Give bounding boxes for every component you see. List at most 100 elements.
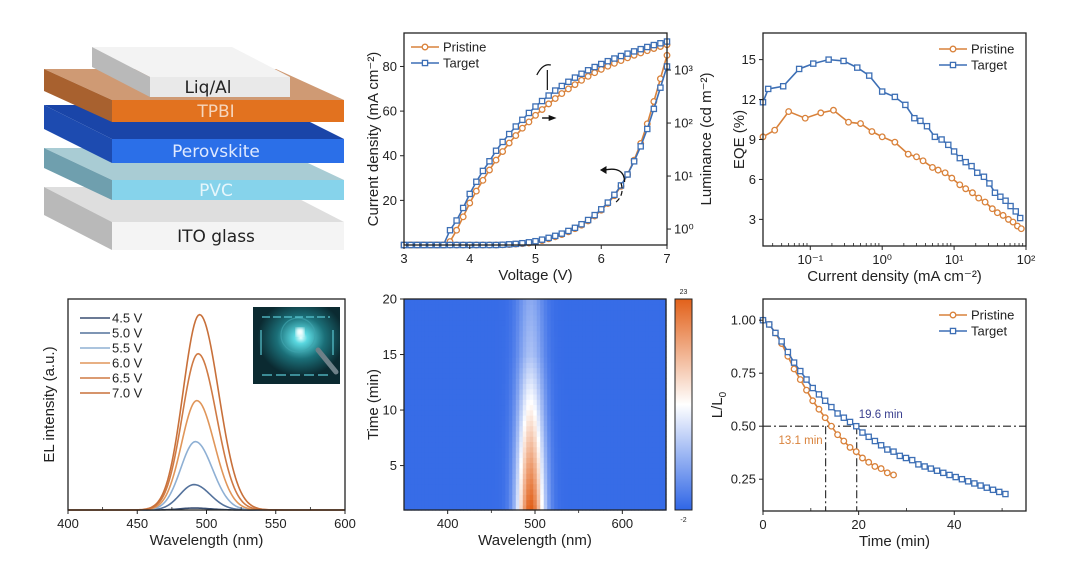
heatmap-cell bbox=[519, 504, 524, 511]
heatmap-cell bbox=[449, 436, 454, 443]
heatmap-cell bbox=[638, 409, 643, 416]
heatmap-cell bbox=[529, 330, 534, 337]
heatmap-cell bbox=[575, 425, 580, 432]
heatmap-cell bbox=[459, 478, 464, 485]
heatmap-cell bbox=[459, 357, 464, 363]
heatmap-cell bbox=[515, 383, 520, 390]
heatmap-cell bbox=[428, 346, 433, 353]
layer-front-face bbox=[112, 180, 344, 200]
heatmap-cell bbox=[431, 483, 437, 490]
heatmap-cell bbox=[568, 425, 573, 432]
data-point bbox=[1012, 208, 1019, 215]
heatmap-cell bbox=[550, 372, 555, 379]
heatmap-cell bbox=[463, 357, 468, 363]
heatmap-cell bbox=[638, 504, 643, 511]
heatmap-cell bbox=[543, 314, 548, 321]
heatmap-cell bbox=[498, 446, 503, 453]
heatmap-cell bbox=[473, 436, 478, 443]
heatmap-cell bbox=[477, 436, 482, 443]
heatmap-cell bbox=[452, 404, 457, 411]
heatmap-cell bbox=[561, 362, 566, 369]
heatmap-cell bbox=[554, 309, 559, 316]
heatmap-cell bbox=[456, 393, 461, 400]
heatmap-cell bbox=[421, 425, 426, 432]
heatmap-cell bbox=[578, 325, 583, 332]
heatmap-cell bbox=[404, 304, 409, 311]
heatmap-cell bbox=[470, 393, 475, 400]
heatmap-cell bbox=[550, 457, 555, 464]
heatmap-cell bbox=[557, 436, 562, 443]
heatmap-cell bbox=[414, 320, 419, 326]
heatmap-cell bbox=[428, 335, 433, 342]
heatmap-cell bbox=[610, 357, 615, 363]
data-point bbox=[1007, 202, 1014, 210]
heatmap-cell bbox=[571, 362, 576, 369]
data-point bbox=[852, 422, 860, 430]
heatmap-cell bbox=[424, 393, 430, 400]
heatmap-cell bbox=[487, 499, 492, 506]
layer-top-face bbox=[92, 47, 290, 77]
heatmap-cell bbox=[659, 335, 664, 342]
heatmap-cell bbox=[508, 314, 513, 321]
heatmap-cell bbox=[519, 330, 524, 337]
heatmap-cell bbox=[438, 393, 444, 400]
heatmap-cell bbox=[466, 425, 471, 432]
heatmap-cell bbox=[659, 299, 664, 305]
heatmap-cell bbox=[599, 415, 604, 421]
heatmap-cell bbox=[442, 351, 447, 358]
heatmap-cell bbox=[487, 473, 492, 479]
heatmap-cell bbox=[515, 494, 520, 501]
heatmap-cell bbox=[638, 430, 643, 437]
heatmap-cell bbox=[596, 299, 601, 305]
heatmap-cell bbox=[435, 346, 440, 353]
heatmap-cell bbox=[508, 404, 513, 411]
heatmap-cell bbox=[410, 446, 416, 453]
heatmap-cell bbox=[522, 341, 527, 348]
heatmap-cell bbox=[456, 325, 461, 332]
heatmap-cell bbox=[445, 341, 451, 348]
heatmap-cell bbox=[491, 499, 496, 506]
series-line bbox=[404, 66, 668, 246]
heatmap-cell bbox=[652, 499, 657, 506]
heatmap-cell bbox=[617, 462, 622, 469]
heatmap-cell bbox=[428, 378, 433, 384]
heatmap-cell bbox=[638, 351, 643, 358]
legend-item-pristine: Pristine bbox=[411, 40, 486, 55]
heatmap-cell bbox=[470, 372, 475, 379]
heatmap-cell bbox=[662, 462, 667, 469]
heatmap-cell bbox=[652, 335, 657, 342]
heatmap-cell bbox=[424, 341, 430, 348]
heatmap-cell bbox=[421, 351, 426, 358]
heatmap-cell bbox=[557, 299, 562, 305]
heatmap-cell bbox=[494, 430, 499, 437]
heatmap-cell bbox=[543, 341, 548, 348]
heatmap-cell bbox=[487, 314, 492, 321]
heatmap-cell bbox=[449, 304, 454, 311]
heatmap-cell bbox=[543, 383, 548, 390]
heatmap-cell bbox=[596, 351, 601, 358]
heatmap-cell bbox=[456, 478, 461, 485]
heatmap-cell bbox=[459, 325, 464, 332]
heatmap-cell bbox=[575, 430, 580, 437]
heatmap-cell bbox=[627, 309, 632, 316]
heatmap-cell bbox=[627, 357, 632, 363]
heatmap-cell bbox=[589, 430, 594, 437]
x-tick-label: 10¹ bbox=[945, 252, 964, 267]
heatmap-cell bbox=[529, 504, 534, 511]
heatmap-cell bbox=[414, 346, 419, 353]
heatmap-cell bbox=[617, 393, 622, 400]
heatmap-cell bbox=[592, 388, 597, 395]
heatmap-cell bbox=[596, 415, 601, 421]
heatmap-cell bbox=[561, 409, 566, 416]
heatmap-cell bbox=[603, 367, 608, 374]
heatmap-cell bbox=[536, 304, 541, 311]
heatmap-cell bbox=[414, 430, 419, 437]
heatmap-cell bbox=[473, 451, 478, 458]
heatmap-cell bbox=[435, 409, 440, 416]
heatmap-cell bbox=[404, 357, 409, 363]
heatmap-cell bbox=[561, 320, 566, 326]
heatmap-cell bbox=[449, 346, 454, 353]
heatmap-cell bbox=[424, 441, 430, 448]
heatmap-cell bbox=[533, 430, 538, 437]
heatmap-cell bbox=[519, 372, 524, 379]
